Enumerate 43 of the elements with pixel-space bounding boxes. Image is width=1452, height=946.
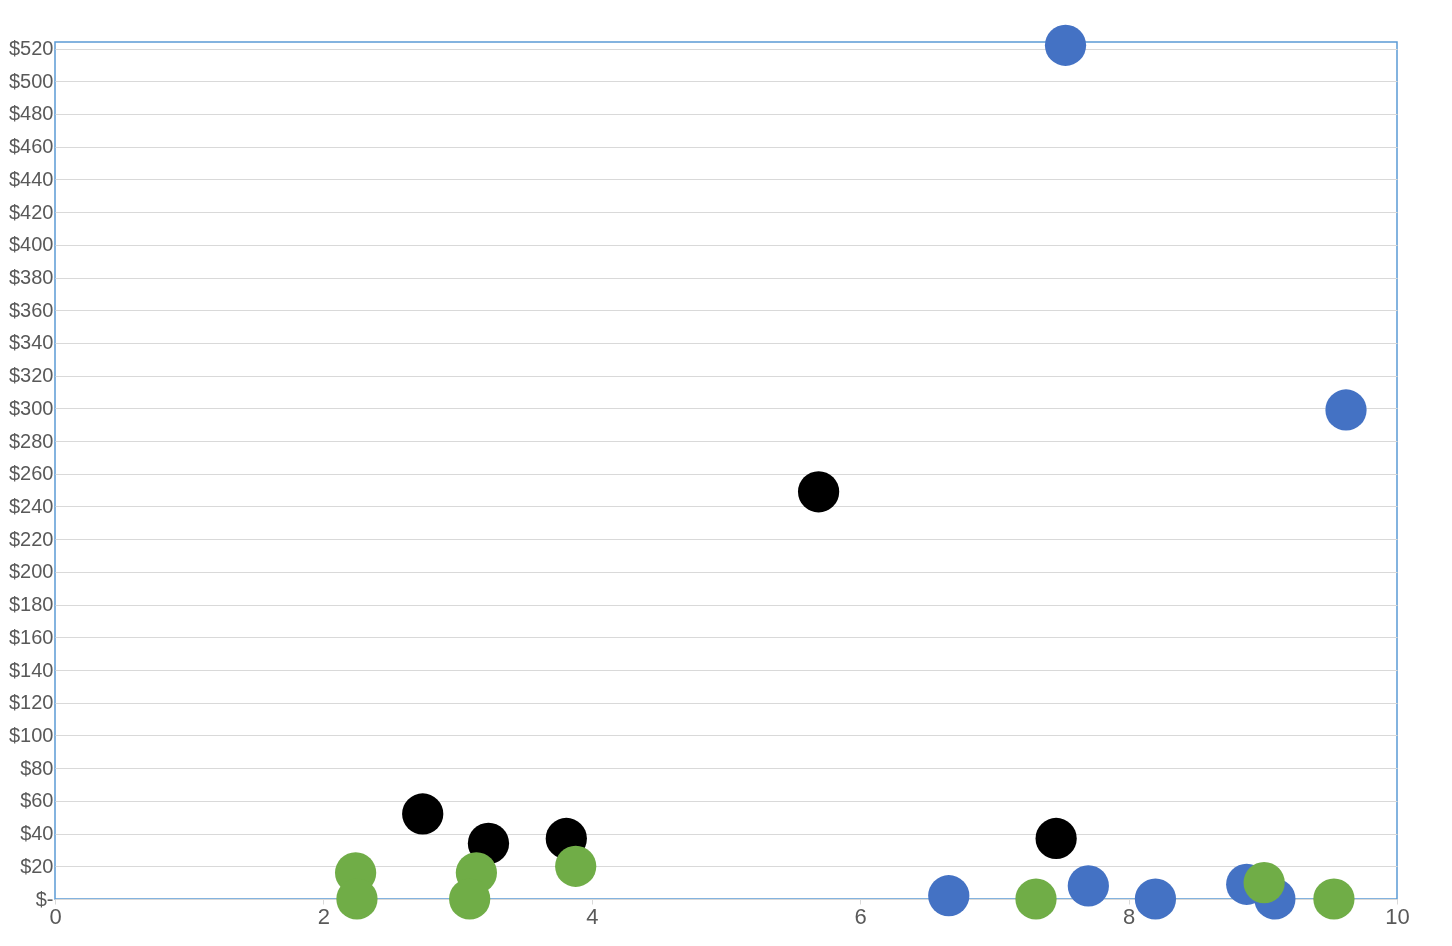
x-tick-label: 6 xyxy=(854,903,867,929)
y-tick-label: $260 xyxy=(9,462,54,485)
y-tick-label: $380 xyxy=(9,266,54,289)
point xyxy=(1243,862,1285,904)
y-tick-label: $20 xyxy=(20,854,54,877)
y-tick-label: $520 xyxy=(9,37,54,60)
point xyxy=(1313,878,1355,920)
y-tick-label: $320 xyxy=(9,364,54,387)
y-tick-label: $80 xyxy=(20,756,54,779)
x-tick-label: 8 xyxy=(1122,903,1136,929)
y-tick-label: $360 xyxy=(9,298,54,321)
y-tick-label: $300 xyxy=(9,396,54,419)
y-tick-label: $500 xyxy=(9,69,54,92)
point xyxy=(555,845,597,887)
y-tick-label: $120 xyxy=(9,691,54,714)
y-tick-label: $340 xyxy=(9,331,54,354)
point xyxy=(797,471,840,513)
y-tick-label: $440 xyxy=(9,167,54,190)
x-tick-label: 10 xyxy=(1385,903,1410,929)
y-tick-label: $480 xyxy=(9,102,54,125)
y-tick-label: $280 xyxy=(9,429,54,452)
point xyxy=(1035,817,1077,860)
point xyxy=(1044,24,1087,66)
y-tick-label: $420 xyxy=(9,200,54,223)
point xyxy=(1015,878,1057,920)
y-tick-label: $180 xyxy=(9,593,54,616)
y-tick-label: $40 xyxy=(20,822,54,845)
y-tick-label: $100 xyxy=(9,723,54,746)
y-tick-label: $140 xyxy=(9,658,54,681)
y-tick-label: $240 xyxy=(9,494,54,517)
point xyxy=(1134,878,1177,920)
point xyxy=(1325,389,1367,431)
y-tick-label: $460 xyxy=(9,135,54,158)
y-tick-label: $220 xyxy=(9,527,54,550)
point xyxy=(928,875,970,917)
y-tick-label: $200 xyxy=(9,560,54,583)
point xyxy=(1067,865,1109,907)
y-tick-label: $160 xyxy=(9,625,54,648)
y-tick-label: $400 xyxy=(9,233,54,256)
point xyxy=(402,793,444,835)
x-tick-label: 4 xyxy=(586,903,599,929)
y-tick-label: $60 xyxy=(20,789,54,812)
x-tick-label: 2 xyxy=(317,903,331,929)
